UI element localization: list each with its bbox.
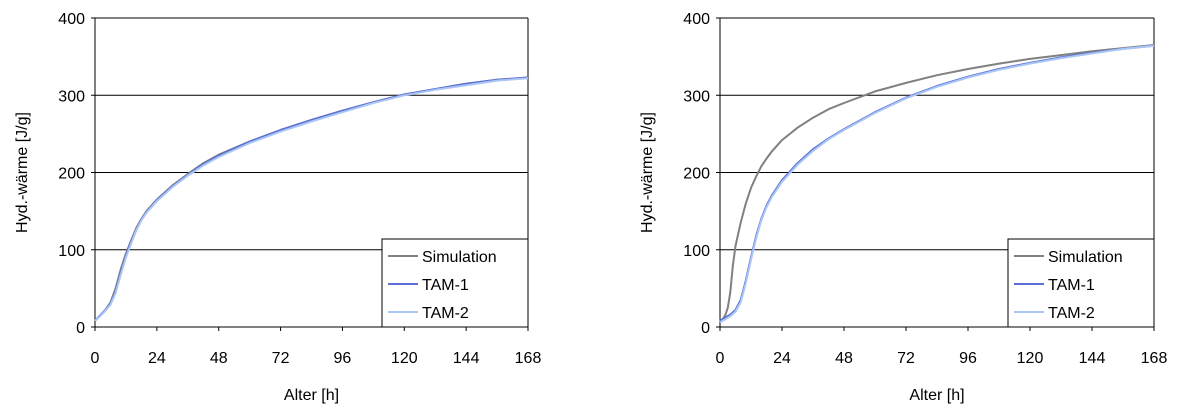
legend-label: Simulation (422, 249, 497, 266)
y-axis-title: Hyd.-wärme [J/g] (639, 112, 656, 233)
x-axis-title: Alter [h] (909, 387, 964, 404)
x-tick-label: 0 (716, 350, 725, 367)
x-tick-label: 168 (1141, 350, 1168, 367)
y-tick-label: 200 (683, 166, 710, 183)
x-tick-label: 48 (835, 350, 853, 367)
chart-left: 0 100 200 300 400 0 24 48 72 96 120 144 168 Alter [h]… (0, 0, 589, 408)
series-line-tam-2 (94, 77, 529, 322)
x-tick-label: 96 (959, 350, 977, 367)
chart-right: 0 100 200 300 400 0 24 48 72 96 120 144 168 Alter [h]… (589, 0, 1178, 408)
x-tick-label: 144 (1079, 350, 1106, 367)
x-tick-label: 72 (897, 350, 915, 367)
legend-label: TAM-2 (422, 305, 469, 322)
y-tick-label: 400 (683, 11, 710, 28)
x-tick-label: 24 (773, 350, 791, 367)
x-tick-label: 120 (391, 350, 418, 367)
legend-label: TAM-1 (1048, 277, 1095, 294)
y-axis-title: Hyd.-wärme [J/g] (14, 112, 31, 233)
x-tick-label: 96 (334, 350, 352, 367)
legend-label: Simulation (1048, 249, 1123, 266)
x-tick-label: 144 (453, 350, 480, 367)
chart-left-svg: 0 100 200 300 400 0 24 48 72 96 120 144 168 Alter [h]… (14, 11, 542, 404)
y-tick-label: 100 (58, 243, 85, 260)
y-tick-label: 400 (58, 11, 85, 28)
y-tick-label: 300 (683, 88, 710, 105)
y-tick-label: 200 (58, 166, 85, 183)
x-tick-label: 48 (210, 350, 228, 367)
x-tick-label: 72 (272, 350, 290, 367)
y-tick-label: 300 (58, 88, 85, 105)
y-tick-label: 0 (701, 320, 710, 337)
x-axis-title: Alter [h] (284, 387, 339, 404)
x-tick-label: 0 (91, 350, 100, 367)
chart-right-svg: 0 100 200 300 400 0 24 48 72 96 120 144 168 Alter [h]… (639, 11, 1168, 404)
series-line-tam-2 (719, 44, 1155, 324)
y-tick-label: 100 (683, 243, 710, 260)
x-tick-label: 24 (148, 350, 166, 367)
y-tick-label: 0 (76, 320, 85, 337)
legend-label: TAM-2 (1048, 305, 1095, 322)
series-line-simulation (719, 44, 1155, 322)
x-tick-label: 120 (1017, 350, 1044, 367)
legend-label: TAM-1 (422, 277, 469, 294)
x-tick-label: 168 (515, 350, 542, 367)
